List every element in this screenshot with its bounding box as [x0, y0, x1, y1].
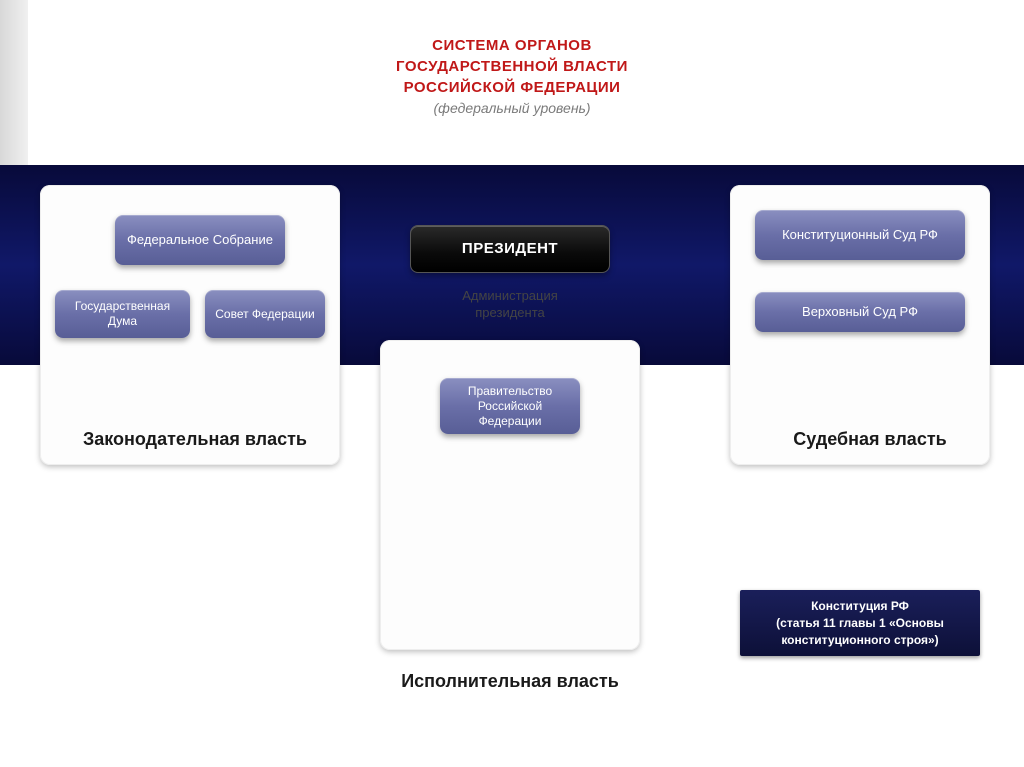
- chip-constitutional-court: Конституционный Суд РФ: [755, 210, 965, 260]
- chip-federal-assembly-label: Федеральное Собрание: [127, 232, 273, 248]
- chip-federation-council: Совет Федерации: [205, 290, 325, 338]
- footer-line1: Конституция РФ: [752, 598, 968, 615]
- label-executive-branch: Исполнительная власть: [400, 670, 620, 693]
- title-subtitle: (федеральный уровень): [0, 100, 1024, 116]
- chip-state-duma-label: Государственная Дума: [63, 299, 182, 329]
- admin-text: Администрация президента: [410, 288, 610, 322]
- title-line2: ГОСУДАРСТВЕННОЙ ВЛАСТИ: [0, 56, 1024, 77]
- page-title: СИСТЕМА ОРГАНОВ ГОСУДАРСТВЕННОЙ ВЛАСТИ Р…: [0, 35, 1024, 116]
- chip-federation-council-label: Совет Федерации: [215, 307, 315, 322]
- chip-federal-assembly: Федеральное Собрание: [115, 215, 285, 265]
- chip-government-label: Правительство Российской Федерации: [468, 384, 552, 429]
- title-line3: РОССИЙСКОЙ ФЕДЕРАЦИИ: [0, 77, 1024, 98]
- chip-state-duma: Государственная Дума: [55, 290, 190, 338]
- chip-president-label: ПРЕЗИДЕНТ: [462, 240, 558, 259]
- footer-constitution: Конституция РФ (статья 11 главы 1 «Основ…: [740, 590, 980, 656]
- chip-supreme-court-label: Верховный Суд РФ: [802, 304, 918, 320]
- chip-supreme-court: Верховный Суд РФ: [755, 292, 965, 332]
- footer-line2: (статья 11 главы 1 «Основы: [752, 615, 968, 632]
- label-legislative-branch: Законодательная власть: [80, 428, 310, 451]
- title-line1: СИСТЕМА ОРГАНОВ: [0, 35, 1024, 56]
- chip-president: ПРЕЗИДЕНТ: [410, 225, 610, 273]
- footer-line3: конституционного строя»): [752, 632, 968, 649]
- chip-government: Правительство Российской Федерации: [440, 378, 580, 434]
- label-judicial-branch: Судебная власть: [780, 428, 960, 451]
- chip-constitutional-court-label: Конституционный Суд РФ: [782, 227, 938, 243]
- admin-line2: президента: [410, 305, 610, 322]
- admin-line1: Администрация: [410, 288, 610, 305]
